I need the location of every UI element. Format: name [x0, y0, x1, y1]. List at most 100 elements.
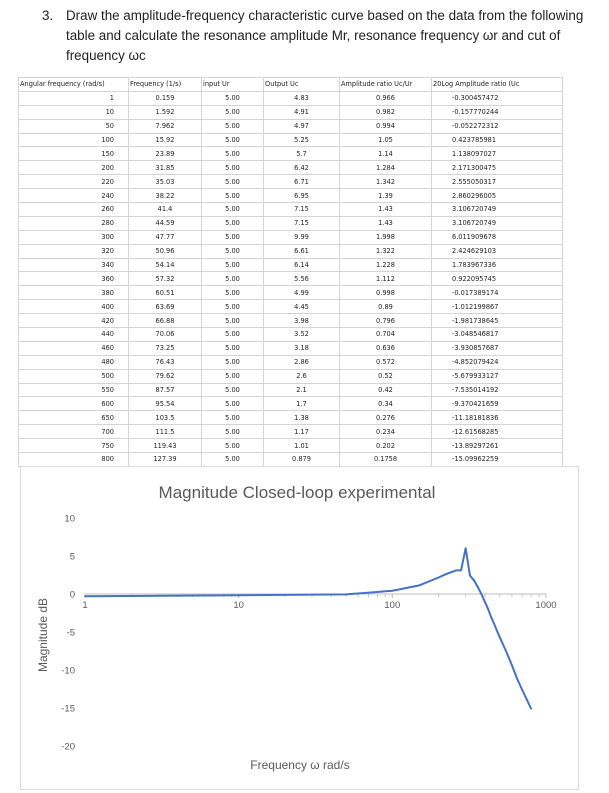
- data-point: [530, 707, 533, 710]
- table-cell: -1.012199867: [431, 299, 563, 315]
- table-row: 380 60.51 5.00 4.99 0.998 -0.017389174: [18, 285, 563, 301]
- table-cell: 1: [18, 90, 129, 106]
- table-cell: 6.011909678: [431, 229, 563, 245]
- column-header: Frequency (1/s): [128, 77, 202, 92]
- y-tick-labels: 10 5 0 -5 -10 -15 -20: [61, 514, 75, 753]
- table-row: 340 54.14 5.00 6.14 1.228 1.783967336: [18, 257, 563, 273]
- table-cell: 480: [18, 354, 129, 370]
- table-cell: 420: [18, 313, 129, 329]
- data-point: [493, 622, 496, 625]
- table-cell: 200: [18, 160, 129, 176]
- table-cell: 2.6: [263, 368, 340, 384]
- table-cell: 66.88: [128, 313, 202, 329]
- data-table: Angular frequency (rad/s) Frequency (1/s…: [18, 77, 563, 467]
- table-cell: 0.52: [339, 368, 432, 384]
- table-cell: 2.86: [263, 354, 340, 370]
- table-row: 750 119.43 5.00 1.01 0.202 -13.89297261: [18, 438, 563, 454]
- table-cell: -3.930857687: [431, 340, 563, 356]
- table-row: 240 38.22 5.00 6.95 1.39 2.860296005: [18, 188, 563, 204]
- table-header-row: Angular frequency (rad/s) Frequency (1/s…: [18, 77, 563, 92]
- table-cell: 0.42: [339, 382, 432, 398]
- table-cell: 360: [18, 271, 129, 287]
- table-cell: 0.572: [339, 354, 432, 370]
- table-cell: 340: [18, 257, 129, 273]
- table-row: 200 31.85 5.00 6.42 1.284 2.171300475: [18, 160, 563, 176]
- table-cell: 600: [18, 396, 129, 412]
- table-cell: 0.34: [339, 396, 432, 412]
- table-cell: 550: [18, 382, 129, 398]
- table-cell: 111.5: [128, 424, 202, 440]
- table-cell: 5.00: [201, 410, 264, 426]
- x-tick-label: 100: [384, 600, 400, 611]
- table-cell: 500: [18, 368, 129, 384]
- table-cell: 6.71: [263, 174, 340, 190]
- table-cell: 3.18: [263, 340, 340, 356]
- table-cell: 50.96: [128, 243, 202, 259]
- table-cell: 5.00: [201, 188, 264, 204]
- table-cell: 70.06: [128, 327, 202, 342]
- data-point: [483, 600, 486, 603]
- table-cell: 3.52: [263, 327, 340, 342]
- table-cell: 0.922095745: [431, 271, 563, 287]
- table-cell: 1.228: [339, 257, 432, 273]
- table-cell: 50: [18, 118, 129, 134]
- table-cell: 100: [18, 132, 129, 148]
- data-point: [84, 595, 86, 598]
- data-point: [496, 629, 498, 632]
- table-cell: 0.159: [128, 90, 202, 106]
- table-cell: 1.43: [339, 215, 432, 231]
- table-cell: 0.202: [339, 438, 432, 454]
- table-cell: 5.00: [201, 424, 264, 440]
- table-cell: 9.99: [263, 229, 340, 245]
- table-cell: 150: [18, 146, 129, 162]
- table-row: 360 57.32 5.00 5.56 1.112 0.922095745: [18, 271, 563, 287]
- table-cell: 41.4: [128, 202, 202, 217]
- table-cell: 87.57: [128, 382, 202, 398]
- table-cell: 5.00: [201, 90, 264, 106]
- table-body: 1 0.159 5.00 4.83 0.966 -0.300457472 10 1.592 5.…: [18, 90, 563, 467]
- y-axis-label: Magnitude dB: [36, 598, 50, 672]
- table-cell: -12.61568285: [431, 424, 563, 440]
- table-cell: 1.783967336: [431, 257, 563, 273]
- chart-area: Magnitude Closed-loop experimental 10 5 0 -…: [20, 466, 579, 790]
- table-cell: 3.98: [263, 313, 340, 329]
- table-cell: 5.00: [201, 313, 264, 329]
- data-point: [525, 698, 528, 701]
- table-cell: 44.59: [128, 215, 202, 231]
- table-cell: 2.860296005: [431, 188, 563, 204]
- table-row: 460 73.25 5.00 3.18 0.636 -3.930857687: [18, 340, 563, 356]
- table-cell: 1.322: [339, 243, 432, 259]
- table-row: 600 95.54 5.00 1.7 0.34 -9.370421659: [18, 396, 563, 412]
- table-cell: 57.32: [128, 271, 202, 287]
- table-cell: 1.112: [339, 271, 432, 287]
- table-row: 100 15.92 5.00 5.25 1.05 0.423785981: [18, 132, 563, 148]
- question-text: Draw the amplitude-frequency characteris…: [66, 8, 584, 63]
- y-tick-label: -5: [67, 628, 75, 639]
- x-tick-label: 1: [82, 600, 87, 611]
- table-cell: 1.01: [263, 438, 340, 454]
- data-point: [516, 678, 519, 680]
- table-cell: 1.38: [263, 410, 340, 426]
- y-tick-label: 5: [70, 552, 75, 563]
- table-cell: 4.91: [263, 104, 340, 120]
- table-cell: 2.555050317: [431, 174, 563, 190]
- table-row: 700 111.5 5.00 1.17 0.234 -12.61568285: [18, 424, 563, 440]
- data-point: [464, 547, 467, 550]
- table-cell: 7.15: [263, 215, 340, 231]
- x-tick-labels: 1 10 100 1000: [82, 600, 556, 611]
- data-point: [345, 593, 347, 596]
- table-cell: 1.14: [339, 146, 432, 162]
- table-cell: 47.77: [128, 229, 202, 245]
- table-cell: 95.54: [128, 396, 202, 412]
- table-row: 650 103.5 5.00 1.38 0.276 -11.18181836: [18, 410, 563, 426]
- table-row: 440 70.06 5.00 3.52 0.704 -3.048546817: [18, 327, 563, 342]
- data-point: [476, 586, 479, 588]
- table-cell: 1.998: [339, 229, 432, 245]
- table-cell: 220: [18, 174, 129, 190]
- table-cell: 0.879: [263, 452, 340, 467]
- table-cell: -13.89297261: [431, 438, 563, 454]
- table-cell: -5.679933127: [431, 368, 563, 384]
- table-cell: 76.43: [128, 354, 202, 370]
- table-cell: 4.97: [263, 118, 340, 134]
- table-row: 300 47.77 5.00 9.99 1.998 6.011909678: [18, 229, 563, 245]
